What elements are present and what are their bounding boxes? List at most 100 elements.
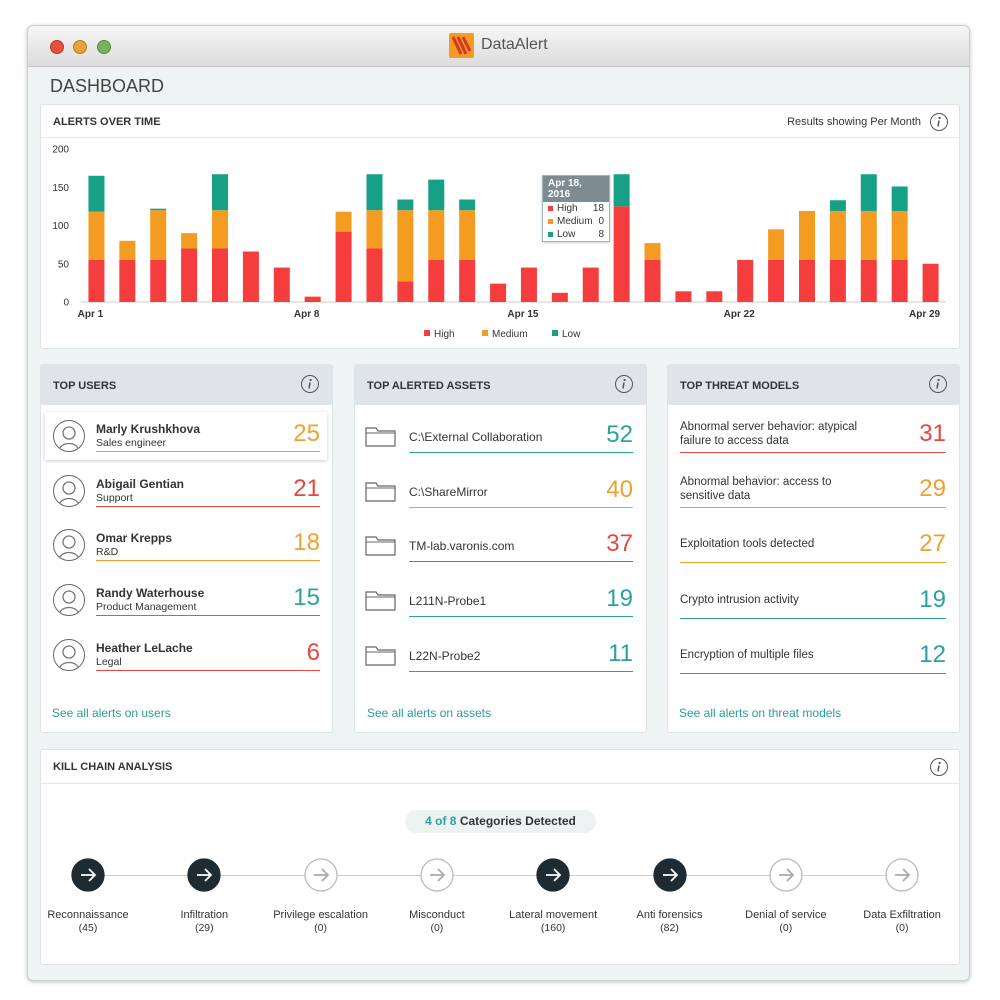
bar-segment [428,259,445,302]
threat-count: 29 [919,475,946,503]
title-bar [28,26,969,67]
info-icon[interactable] [929,757,949,777]
tooltip-row: Medium 0 [543,215,609,228]
bar-segment [335,211,352,232]
bar-segment [798,259,815,302]
summary-count: 4 of 8 [425,814,457,828]
folder-shape [365,427,396,447]
tooltip-row: High 18 [543,202,609,215]
step-count: (0) [314,922,328,934]
chart: 0 50 100 150 200 Apr 1 Apr 8 Apr 15 Apr 22 Apr 29… [52,145,946,340]
underline [409,506,633,508]
step-label: Infiltration [180,909,229,921]
threat-count: 31 [919,420,946,447]
legend-swatch [424,330,430,336]
avatar-icon [58,590,80,616]
step-label: Privilege escalation [273,909,368,921]
bar-segment [397,210,414,282]
user-count: 18 [293,529,320,557]
chain-step [420,858,454,892]
step-icon [769,858,803,892]
info-icon[interactable] [300,374,320,394]
minimize-button[interactable] [73,40,87,54]
info-icon[interactable] [614,374,634,394]
threat-name: Abnormal behavior: access to sensitive d… [680,476,832,503]
bar-segment [428,179,445,211]
info-ring [301,375,319,393]
bar-segment [212,210,229,249]
summary-pill: 4 of 8 Categories Detected [405,810,596,833]
tooltip-name: High [557,203,578,214]
info-ring [929,375,947,393]
close-button[interactable] [50,40,64,54]
folder-outline [365,536,396,556]
users-link[interactable]: See all alerts on users [52,706,171,720]
underline [96,669,320,671]
info-icon[interactable] [929,112,949,132]
threat-name-box: Crypto intrusion activity [680,584,860,616]
assets-link[interactable]: See all alerts on assets [367,706,492,720]
tooltip-value: 18 [592,203,604,214]
info-glyph [301,375,319,393]
info-stem [937,120,940,127]
avatar-icon [58,481,80,506]
card-header [41,365,332,405]
step-arrow [546,868,562,882]
chain-step [536,858,570,892]
folder-outline [365,427,396,447]
user-name: Marly Krushkhova [96,422,201,436]
user-count: 21 [293,474,320,502]
card-title: ALERTS OVER TIME [53,116,161,128]
step-arrow [313,868,329,882]
card-header [355,365,646,405]
info-glyph [615,375,633,393]
step-icon [71,858,105,892]
summary-text: Categories Detected [459,814,576,828]
user-role: Sales engineer [96,437,167,449]
avatar [53,638,85,671]
step-label: Misconduct [409,909,465,921]
step-label: Anti forensics [636,909,703,921]
folder-shape [365,646,396,666]
bar-segment [459,199,476,211]
avatar-body [58,497,80,506]
info-dot [309,378,312,382]
avatar [53,529,85,562]
tooltip: Apr 18, 2016 High 18 Medium 0 Low 8 [542,175,610,242]
avatar-icon [58,645,80,670]
info-dot [938,116,941,120]
bar-segment [304,296,321,302]
info-icon[interactable] [928,374,948,394]
tooltip-swatch [548,206,553,211]
legend-label: Medium [492,329,528,340]
user-name: Abigail Gentian [96,476,185,491]
zoom-button[interactable] [97,40,111,54]
threat-count: 12 [919,640,946,668]
divider [41,783,959,784]
asset-count: 37 [606,530,633,558]
avatar [53,474,85,507]
y-tick-label: 50 [58,259,70,270]
underline [409,670,633,672]
threats-link[interactable]: See all alerts on threat models [679,706,842,720]
user-name: Omar Krepps [96,531,173,546]
bar-segment [397,281,414,302]
tooltip-swatch [548,232,553,237]
chain-step [71,858,105,892]
asset-count: 11 [608,639,633,667]
underline [680,617,946,619]
x-tick-label: Apr 15 [507,309,539,320]
card-header [668,365,959,405]
bar-segment [366,210,383,249]
bar-segment [181,233,198,249]
bar-segment [768,229,785,260]
bar-segment [891,210,908,260]
step-count: (45) [78,922,98,934]
legend-swatch [552,330,558,336]
bar-segment [768,259,785,302]
bar-segment [335,231,352,302]
legend-label: High [434,329,455,340]
tooltip-name: Medium [557,216,593,227]
bar-segment [829,200,846,211]
bar-segment [829,259,846,302]
